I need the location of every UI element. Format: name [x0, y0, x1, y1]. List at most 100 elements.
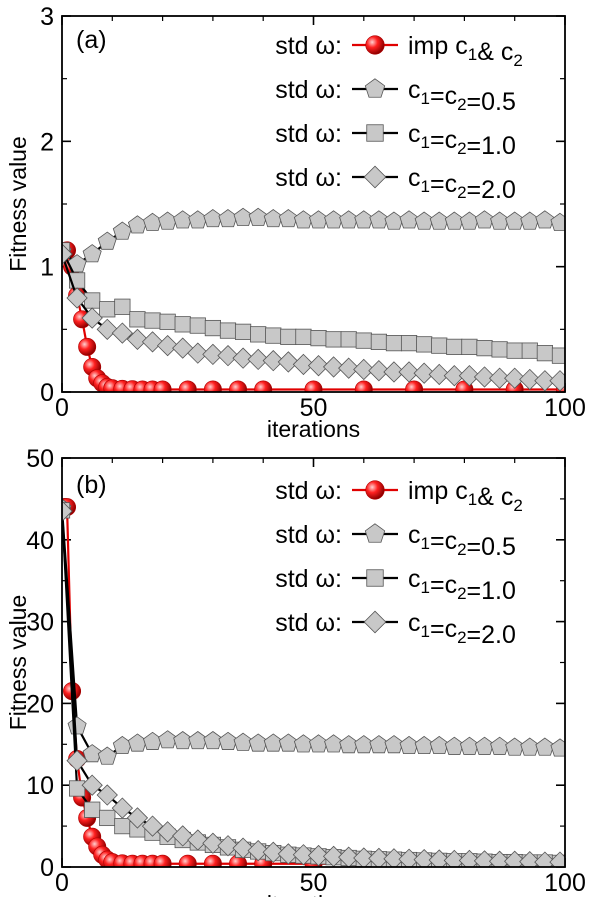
y-tick-label: 1	[40, 254, 54, 282]
legend-label: imp c1& c2	[408, 477, 523, 515]
legend-text: c	[408, 609, 421, 637]
data-point	[126, 807, 149, 829]
data-point	[112, 221, 132, 240]
legend-text: =0.5	[467, 533, 516, 561]
x-tick-label: 50	[300, 869, 328, 897]
data-point	[295, 328, 312, 345]
legend-marker	[366, 124, 384, 142]
data-point	[398, 361, 420, 383]
legend-subscript: 1	[421, 534, 430, 553]
data-point	[292, 353, 315, 376]
legend-marker	[364, 523, 386, 543]
data-point	[174, 316, 191, 333]
data-point	[178, 380, 197, 392]
data-point	[153, 854, 172, 867]
x-tick-label: 100	[544, 869, 586, 897]
data-point	[218, 209, 238, 228]
data-point	[443, 849, 465, 867]
data-point	[172, 825, 194, 847]
data-point	[67, 254, 87, 273]
data-point	[383, 361, 405, 383]
legend-marker	[363, 610, 387, 634]
data-point	[178, 854, 197, 867]
data-point	[143, 212, 163, 231]
legend-label: imp c1& c2	[408, 32, 523, 70]
data-point	[490, 736, 510, 755]
data-point	[398, 848, 420, 867]
data-point	[384, 735, 404, 754]
data-point	[250, 326, 267, 343]
data-point	[370, 333, 387, 350]
data-point	[431, 337, 448, 354]
data-point	[458, 849, 481, 867]
data-point	[265, 327, 282, 344]
y-tick-label: 0	[40, 854, 54, 882]
x-tick-label: 100	[544, 394, 586, 422]
data-point	[550, 738, 565, 757]
data-point	[111, 797, 134, 819]
data-point	[399, 210, 419, 229]
y-tick-label: 10	[26, 772, 54, 800]
legend-subscript: 2	[513, 51, 522, 70]
data-point	[280, 328, 297, 345]
data-point	[62, 500, 73, 522]
legend-subscript: 1	[421, 177, 430, 196]
legend-label: c1=c2=2.0	[408, 609, 516, 649]
data-point	[325, 331, 342, 348]
data-point	[429, 735, 449, 755]
data-point	[383, 848, 405, 867]
data-point	[338, 357, 360, 379]
data-point	[519, 368, 541, 391]
legend-text: & c	[477, 483, 513, 511]
data-point	[62, 243, 73, 265]
legend-label: c1=c2=2.0	[408, 164, 516, 204]
data-point	[217, 835, 239, 857]
data-point	[66, 750, 88, 772]
data-point	[66, 287, 88, 309]
data-point	[78, 337, 97, 356]
data-point	[234, 323, 252, 340]
data-point	[277, 351, 299, 373]
data-point	[340, 331, 357, 348]
data-point	[189, 317, 206, 334]
data-point	[187, 829, 209, 851]
data-point	[520, 211, 540, 230]
data-point	[111, 322, 134, 344]
legend-marker	[363, 165, 387, 189]
data-point	[262, 350, 284, 372]
plot-area	[62, 498, 565, 867]
legend-subscript: 1	[468, 45, 477, 64]
data-point	[82, 244, 102, 263]
panel-label: (a)	[76, 26, 107, 54]
data-point	[405, 380, 424, 392]
legend-text: =c	[430, 82, 457, 110]
panel-a: 0 50 100 0 1 2 3 iterations Fitness value (a) std …	[5, 3, 586, 442]
data-point	[310, 330, 327, 347]
data-point	[413, 848, 435, 867]
data-point	[385, 335, 403, 352]
x-tick-label: 0	[55, 869, 69, 897]
legend-subscript: 1	[421, 622, 430, 641]
legend-text: c	[408, 76, 421, 104]
data-point	[68, 780, 86, 797]
legend-text: c	[408, 521, 421, 549]
data-point	[82, 744, 102, 763]
legend-prefix: std ω:	[275, 164, 342, 192]
data-point	[112, 735, 132, 755]
data-point	[114, 818, 131, 835]
data-point	[97, 231, 117, 250]
data-point	[535, 737, 555, 756]
data-point	[428, 363, 450, 386]
y-tick-label: 2	[40, 128, 54, 156]
y-tick-label: 30	[26, 609, 54, 637]
legend-text: & c	[477, 38, 513, 66]
data-point	[217, 345, 239, 367]
legend-prefix: std ω:	[275, 76, 342, 104]
data-point	[488, 850, 511, 867]
data-point	[307, 844, 330, 867]
data-point	[461, 338, 478, 355]
legend-prefix: std ω:	[275, 32, 342, 60]
data-point	[156, 821, 179, 843]
